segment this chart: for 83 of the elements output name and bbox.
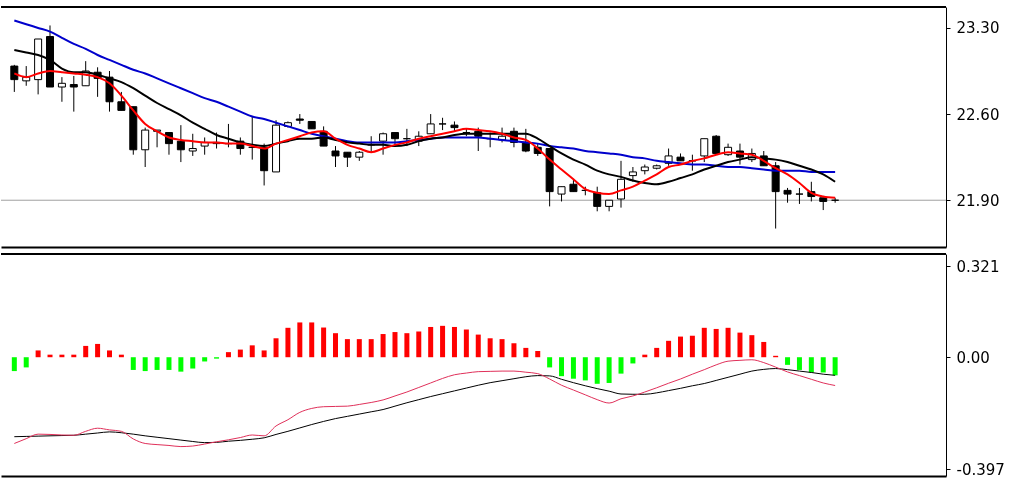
candlestick [188, 133, 197, 157]
candlestick [426, 113, 435, 135]
bar [321, 327, 327, 358]
bar [95, 343, 101, 358]
bar [523, 347, 529, 358]
candlestick [57, 76, 66, 103]
bar [451, 326, 457, 358]
bar [106, 350, 112, 358]
candlestick [700, 138, 709, 163]
bar [701, 327, 707, 358]
bar [749, 335, 755, 358]
candlestick [69, 75, 78, 113]
bar [344, 339, 350, 358]
bar [535, 351, 541, 358]
y-tick-label: 22.60 [956, 105, 1000, 124]
candlestick [10, 64, 19, 93]
bar [154, 357, 160, 370]
bar [761, 341, 767, 358]
bar [309, 322, 315, 358]
candlestick [141, 127, 150, 168]
bar [606, 357, 612, 383]
bar [618, 357, 624, 374]
bar [11, 357, 17, 372]
bar [475, 334, 481, 358]
bar [202, 357, 208, 362]
bar [796, 357, 802, 370]
candlestick [117, 91, 126, 111]
bar [368, 339, 374, 358]
bar [594, 357, 600, 384]
bar [499, 339, 505, 358]
bar [666, 340, 672, 358]
bar [380, 334, 386, 358]
bar [130, 357, 136, 370]
line-series [13, 19, 837, 173]
bar [392, 332, 398, 358]
bar [630, 357, 636, 364]
bar [35, 350, 41, 358]
candlestick [628, 166, 637, 183]
bar [511, 343, 517, 358]
bar [654, 347, 660, 358]
bar [820, 357, 826, 373]
y-tick-label: 21.90 [956, 191, 1000, 210]
candlestick [176, 124, 185, 163]
bar [428, 326, 434, 358]
bar [356, 339, 362, 358]
bar [737, 332, 743, 358]
bar [677, 336, 683, 358]
y-tick-label: 23.30 [956, 19, 1000, 38]
bar [582, 357, 588, 381]
y-tick-label: 0.321 [956, 257, 1000, 276]
candlestick [712, 134, 721, 154]
bar [463, 329, 469, 358]
bar [142, 357, 148, 372]
bar [559, 357, 565, 377]
bar [689, 335, 695, 358]
bar [237, 349, 243, 358]
bar [297, 322, 303, 358]
bar [416, 331, 422, 358]
bar [487, 338, 493, 358]
bar [547, 357, 553, 368]
bar [725, 327, 731, 358]
bar [23, 357, 29, 368]
bar [785, 357, 791, 365]
candlestick [331, 145, 340, 168]
y-tick-label: -0.397 [956, 461, 1005, 479]
bar [225, 352, 231, 358]
bar [333, 333, 339, 358]
candlestick [593, 186, 602, 212]
bar [285, 327, 291, 358]
bar [832, 357, 838, 376]
bar [273, 338, 279, 358]
bar [83, 345, 89, 358]
bar [808, 357, 814, 373]
bar [249, 345, 255, 358]
bar [178, 357, 184, 372]
bar [713, 328, 719, 358]
bar [166, 357, 172, 370]
bar [190, 357, 196, 369]
y-tick-label: 0.00 [956, 348, 990, 367]
bar [440, 325, 446, 358]
bar [570, 357, 576, 379]
bar [404, 333, 410, 358]
bar [261, 350, 267, 358]
